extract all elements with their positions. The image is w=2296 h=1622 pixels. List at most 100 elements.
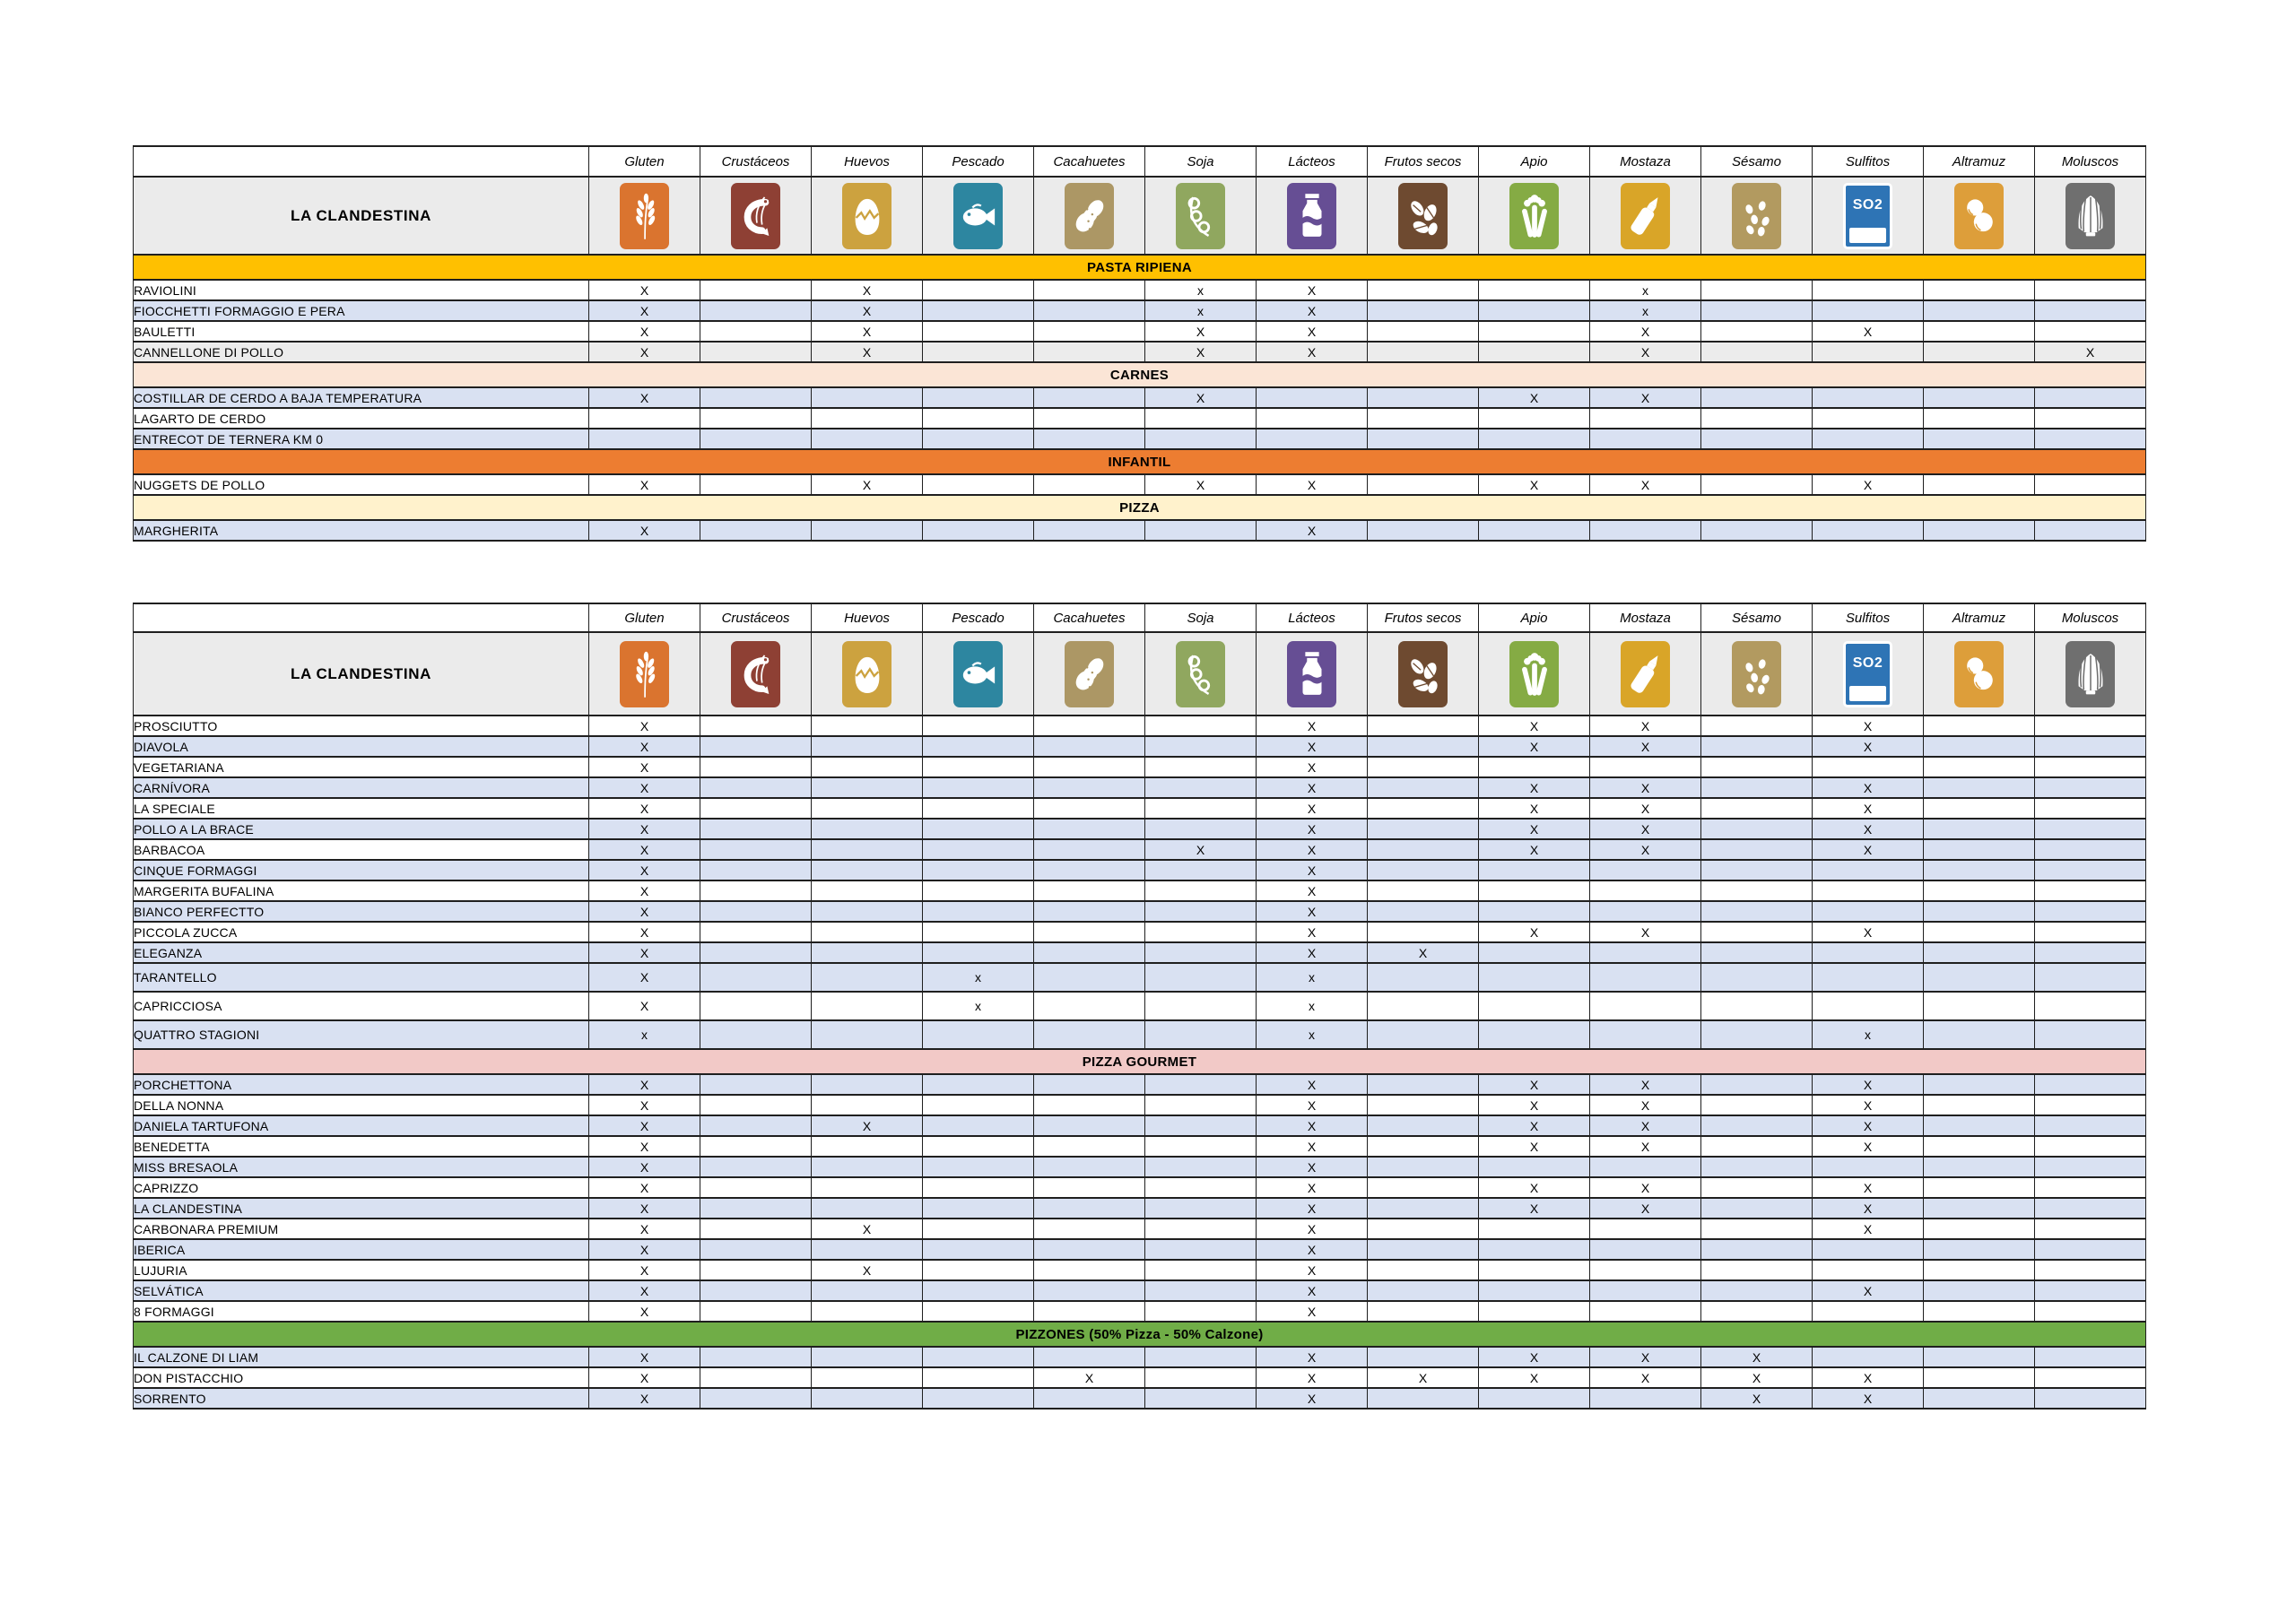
allergen-table-pizzas: Gluten Crustáceos Huevos Pescado Cacahuetes S…	[133, 603, 2146, 1409]
mark-cell-huevos: X	[811, 1115, 923, 1137]
mark-cell-sulfitos	[1812, 859, 1924, 881]
mark-cell-sesamo: X	[1700, 1366, 1813, 1389]
mark-cell-huevos	[811, 941, 923, 964]
mark-cell-lacteos: X	[1256, 797, 1368, 820]
section-header: PIZZONES (50% Pizza - 50% Calzone)	[133, 1321, 2146, 1348]
mark-cell-moluscos	[2034, 1176, 2146, 1199]
icon-cell-apio	[1478, 176, 1590, 256]
mark-cell-apio	[1478, 900, 1590, 923]
fish-icon	[953, 182, 1003, 249]
mark-cell-apio: X	[1478, 838, 1590, 861]
mark-cell-altramuz	[1923, 756, 2035, 778]
mark-cell-mostaza	[1589, 407, 1701, 429]
mark-cell-soja	[1144, 921, 1257, 943]
mark-cell-frutos_secos	[1367, 715, 1479, 737]
icon-cell-crustaceos	[700, 176, 812, 256]
mark-cell-crustaceos	[700, 473, 812, 496]
lupin-beans-icon	[1954, 640, 2004, 707]
shrimp-icon	[731, 640, 780, 707]
table-row: PROSCIUTTO X X X X X	[133, 715, 2146, 737]
mark-cell-moluscos: X	[2034, 341, 2146, 363]
dish-name: CAPRICCIOSA	[133, 991, 589, 1021]
mark-cell-sesamo	[1700, 341, 1813, 363]
mark-cell-lacteos: X	[1256, 1259, 1368, 1281]
mark-cell-mostaza	[1589, 756, 1701, 778]
mark-cell-huevos	[811, 1197, 923, 1219]
shell-icon	[2066, 640, 2115, 707]
mark-cell-gluten: X	[588, 279, 700, 301]
mark-cell-sulfitos	[1812, 962, 1924, 993]
mark-cell-frutos_secos	[1367, 1115, 1479, 1137]
mark-cell-mostaza: x	[1589, 299, 1701, 322]
table-row: DANIELA TARTUFONA X X X X X X	[133, 1115, 2146, 1137]
mark-cell-cacahuetes	[1033, 519, 1145, 542]
table-row: IBERICA X X	[133, 1238, 2146, 1261]
mark-cell-lacteos: X	[1256, 1094, 1368, 1116]
mark-cell-huevos: X	[811, 1218, 923, 1240]
column-label-altramuz: Altramuz	[1923, 145, 2035, 178]
mark-cell-crustaceos	[700, 279, 812, 301]
mark-cell-pescado	[922, 1300, 1034, 1323]
mark-cell-cacahuetes	[1033, 941, 1145, 964]
mark-cell-altramuz	[1923, 473, 2035, 496]
mark-cell-crustaceos	[700, 1238, 812, 1261]
mark-cell-soja	[1144, 1019, 1257, 1050]
mark-cell-huevos	[811, 386, 923, 409]
mark-cell-mostaza	[1589, 941, 1701, 964]
dish-name: PORCHETTONA	[133, 1073, 589, 1096]
mark-cell-gluten: X	[588, 473, 700, 496]
mark-cell-sulfitos: X	[1812, 818, 1924, 840]
nuts-icon	[1398, 640, 1448, 707]
mark-cell-apio	[1478, 320, 1590, 343]
sesame-seeds-icon	[1732, 640, 1781, 707]
mark-cell-sulfitos: X	[1812, 1197, 1924, 1219]
mark-cell-soja	[1144, 407, 1257, 429]
icon-cell-moluscos	[2034, 176, 2146, 256]
mark-cell-soja	[1144, 776, 1257, 799]
mark-cell-gluten: X	[588, 1156, 700, 1178]
mark-cell-pescado	[922, 1115, 1034, 1137]
mark-cell-frutos_secos	[1367, 921, 1479, 943]
mark-cell-crustaceos	[700, 407, 812, 429]
mark-cell-cacahuetes	[1033, 900, 1145, 923]
mustard-bottle-icon	[1621, 640, 1670, 707]
column-label-mostaza: Mostaza	[1589, 603, 1701, 633]
column-label-cacahuetes: Cacahuetes	[1033, 603, 1145, 633]
column-label-soja: Soja	[1144, 145, 1257, 178]
mark-cell-sulfitos: X	[1812, 1135, 1924, 1158]
icon-cell-moluscos	[2034, 631, 2146, 716]
section-header-row: PASTA RIPIENA	[133, 254, 2146, 281]
mustard-bottle-icon	[1621, 182, 1670, 249]
dish-name: TARANTELLO	[133, 962, 589, 993]
mark-cell-crustaceos	[700, 1073, 812, 1096]
mark-cell-apio: X	[1478, 921, 1590, 943]
mark-cell-frutos_secos	[1367, 797, 1479, 820]
section-header-row: CARNES	[133, 361, 2146, 388]
mark-cell-altramuz	[1923, 1156, 2035, 1178]
mark-cell-altramuz	[1923, 1135, 2035, 1158]
mark-cell-lacteos: X	[1256, 1387, 1368, 1409]
table-row: PICCOLA ZUCCA X X X X X	[133, 921, 2146, 943]
mark-cell-cacahuetes	[1033, 1279, 1145, 1302]
mark-cell-soja	[1144, 1300, 1257, 1323]
dish-name: COSTILLAR DE CERDO A BAJA TEMPERATURA	[133, 386, 589, 409]
mark-cell-mostaza: x	[1589, 279, 1701, 301]
mark-cell-frutos_secos	[1367, 1197, 1479, 1219]
mark-cell-altramuz	[1923, 519, 2035, 542]
mark-cell-moluscos	[2034, 1279, 2146, 1302]
mark-cell-apio	[1478, 962, 1590, 993]
mark-cell-pescado	[922, 299, 1034, 322]
column-label-moluscos: Moluscos	[2034, 603, 2146, 633]
mark-cell-pescado	[922, 859, 1034, 881]
mark-cell-apio	[1478, 1259, 1590, 1281]
mark-cell-cacahuetes	[1033, 386, 1145, 409]
mark-cell-huevos	[811, 1156, 923, 1178]
mark-cell-moluscos	[2034, 428, 2146, 450]
mark-cell-altramuz	[1923, 1197, 2035, 1219]
table-row: CAPRIZZO X X X X X	[133, 1176, 2146, 1199]
mark-cell-lacteos: X	[1256, 1156, 1368, 1178]
icon-cell-soja	[1144, 631, 1257, 716]
mark-cell-crustaceos	[700, 735, 812, 758]
mark-cell-cacahuetes	[1033, 921, 1145, 943]
